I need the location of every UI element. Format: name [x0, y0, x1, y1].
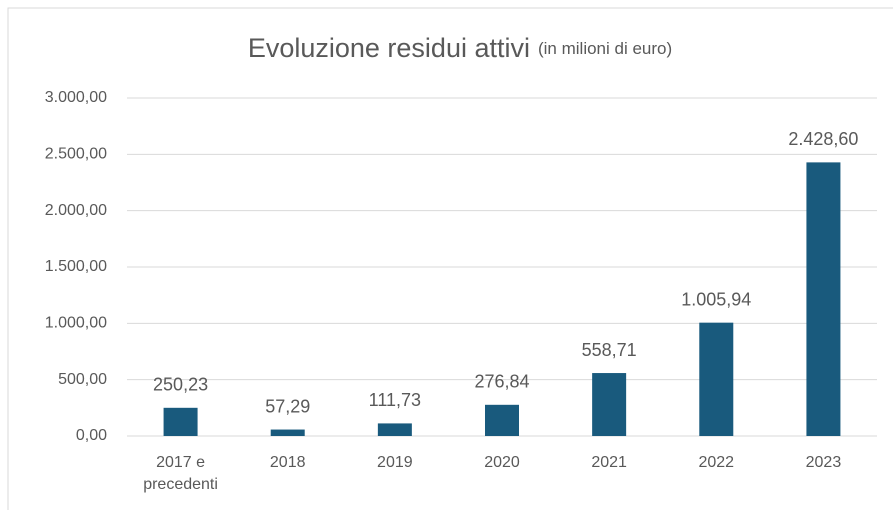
value-label: 2.428,60	[788, 129, 858, 149]
y-tick-label: 3.000,00	[45, 89, 107, 106]
x-tick-label: 2023	[805, 454, 842, 471]
value-label: 111,73	[369, 390, 421, 410]
bar	[592, 373, 627, 436]
y-tick-label: 1.500,00	[45, 258, 107, 275]
value-label: 57,29	[265, 396, 310, 416]
title: Evoluzione residui attivi	[248, 33, 530, 63]
y-tick-label: 0,00	[76, 427, 107, 444]
value-label: 250,23	[153, 375, 208, 395]
y-tick-label: 2.000,00	[45, 202, 107, 219]
bar	[806, 162, 841, 436]
bar	[485, 404, 519, 436]
x-tick-label: 2020	[484, 454, 520, 471]
value-label: 276,84	[474, 372, 529, 392]
bar	[270, 429, 305, 436]
chart-title: Evoluzione residui attivi (in milioni di …	[248, 33, 672, 63]
x-tick-label: 2017 e precedenti	[143, 454, 218, 493]
value-label: 558,71	[582, 340, 637, 360]
subtitle: (in milioni di euro)	[538, 39, 672, 58]
bar	[163, 407, 198, 436]
value-label: 1.005,94	[681, 289, 751, 309]
bar	[699, 322, 734, 436]
y-tick-label: 2.500,00	[45, 146, 107, 163]
y-tick-label: 500,00	[58, 371, 107, 388]
x-tick-label: 2022	[698, 454, 735, 471]
y-tick-label: 1.000,00	[45, 315, 107, 332]
x-tick-label: 2018	[269, 454, 306, 471]
x-tick-label: 2021	[591, 454, 627, 471]
x-tick-label: 2019	[377, 454, 413, 471]
chart-border	[7, 7, 893, 510]
bar	[377, 423, 412, 436]
